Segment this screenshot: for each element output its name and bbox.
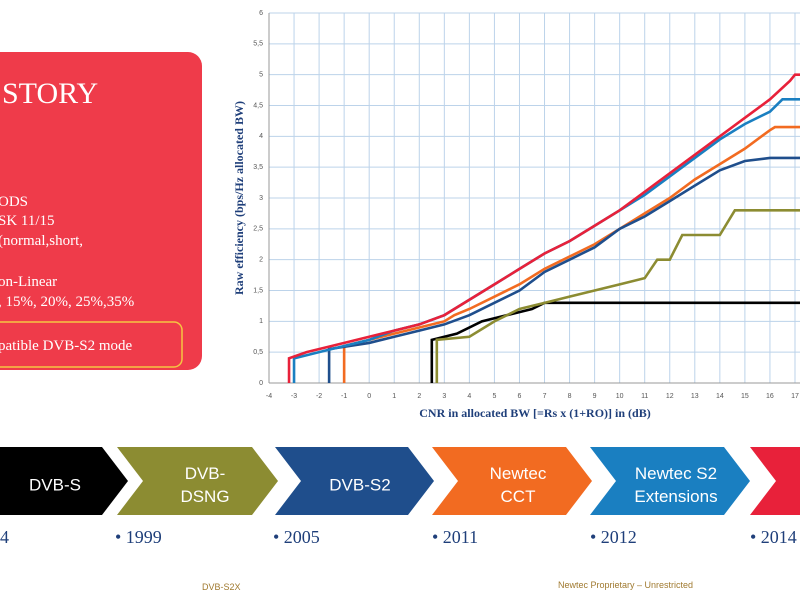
milestone-label: Newtec — [490, 464, 547, 483]
note-frame — [0, 321, 183, 368]
milestone-year: • 1999 — [115, 527, 162, 547]
y-tick-label: 4 — [259, 133, 263, 140]
chevron — [432, 447, 592, 515]
box-line: , 15%, 20%, 25%,35% — [0, 294, 134, 310]
y-tick-label: 0,5 — [253, 349, 263, 356]
footer: DVB-S2X — [202, 582, 241, 592]
x-tick-label: 6 — [518, 393, 522, 400]
footer: Newtec Proprietary – Unrestricted — [558, 580, 693, 590]
chevron — [590, 447, 750, 515]
x-tick-label: 17 — [791, 393, 799, 400]
data-line — [435, 209, 800, 383]
milestone-year: • 2012 — [590, 527, 637, 547]
box-line: SK 11/15 — [0, 213, 55, 229]
x-tick-label: 12 — [666, 393, 674, 400]
x-tick-label: 2 — [417, 393, 421, 400]
y-tick-label: 5 — [259, 72, 263, 79]
milestone-year: 4 — [0, 527, 9, 547]
milestone-label: DVB- — [185, 464, 226, 483]
milestone-label: CCT — [501, 487, 536, 506]
y-tick-label: 5,5 — [253, 41, 263, 48]
y-tick-label: 3,5 — [253, 164, 263, 171]
x-tick-label: 16 — [766, 393, 774, 400]
y-tick-label: 1,5 — [253, 287, 263, 294]
y-tick-label: 2 — [259, 257, 263, 264]
x-tick-label: 9 — [593, 393, 597, 400]
x-tick-label: -3 — [291, 393, 297, 400]
milestone-label: Extensions — [634, 487, 717, 506]
x-tick-label: 13 — [691, 393, 699, 400]
milestone-label: Newtec S2 — [635, 464, 717, 483]
box-note: patible DVB-S2 mode — [0, 338, 132, 354]
milestone-label: DVB-S2 — [329, 475, 390, 494]
chevron — [275, 447, 434, 515]
x-tick-label: 4 — [467, 393, 471, 400]
milestone-year: • 2011 — [432, 527, 478, 547]
y-tick-label: 0 — [259, 380, 263, 387]
data-line — [287, 73, 800, 383]
chevron — [0, 447, 128, 515]
x-tick-label: 3 — [442, 393, 446, 400]
x-tick-label: 10 — [616, 393, 624, 400]
history-box — [0, 52, 202, 370]
box-line: (normal,short, — [0, 233, 83, 249]
y-tick-label: 2,5 — [253, 226, 263, 233]
x-tick-label: -1 — [341, 393, 347, 400]
x-tick-label: 8 — [568, 393, 572, 400]
x-axis-label: CNR in allocated BW [=Rs x (1+RO)] in (d… — [419, 406, 650, 420]
y-tick-label: 1 — [259, 318, 263, 325]
milestone-year: • 2005 — [273, 527, 320, 547]
box-title: STORY — [2, 77, 98, 110]
data-line — [327, 156, 800, 383]
chevron — [750, 447, 800, 515]
data-line — [342, 125, 800, 383]
x-tick-label: 5 — [492, 393, 496, 400]
milestone-label: DVB-S — [29, 475, 81, 494]
x-tick-label: 1 — [392, 393, 396, 400]
y-tick-label: 4,5 — [253, 102, 263, 109]
x-tick-label: -2 — [316, 393, 322, 400]
x-tick-label: 11 — [641, 393, 648, 400]
y-tick-label: 3 — [259, 195, 263, 202]
milestone-year: • 2014 — [750, 527, 797, 547]
x-tick-label: 14 — [716, 393, 724, 400]
x-tick-label: 0 — [367, 393, 371, 400]
x-tick-label: 7 — [543, 393, 547, 400]
box-line: ODS — [0, 194, 28, 210]
data-line — [292, 98, 800, 383]
y-axis-label: Raw efficiency (bps/Hz allocated BW) — [232, 101, 246, 295]
y-tick-label: 6 — [259, 10, 263, 17]
milestone-label: DSNG — [180, 487, 229, 506]
x-tick-label: 15 — [741, 393, 749, 400]
chevron — [117, 447, 278, 515]
x-tick-label: -4 — [266, 393, 272, 400]
box-line: on-Linear — [0, 274, 57, 290]
